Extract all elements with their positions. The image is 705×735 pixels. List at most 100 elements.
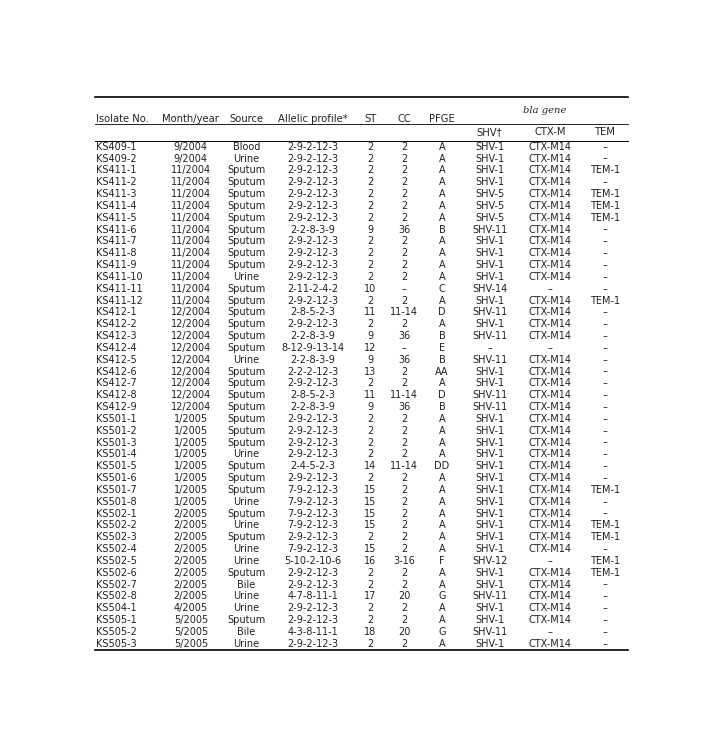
Text: CTX-M14: CTX-M14 xyxy=(528,592,571,601)
Text: A: A xyxy=(439,319,446,329)
Text: KS505-1: KS505-1 xyxy=(97,615,137,625)
Text: DD: DD xyxy=(434,462,450,471)
Text: –: – xyxy=(603,284,608,294)
Text: CTX-M14: CTX-M14 xyxy=(528,295,571,306)
Text: 1/2005: 1/2005 xyxy=(173,473,208,483)
Text: D: D xyxy=(438,390,446,401)
Text: 2: 2 xyxy=(367,248,374,258)
Text: –: – xyxy=(603,225,608,234)
Text: KS411-2: KS411-2 xyxy=(97,177,137,187)
Text: 5/2005: 5/2005 xyxy=(173,615,208,625)
Text: SHV-1: SHV-1 xyxy=(475,379,504,388)
Text: 2: 2 xyxy=(401,639,407,649)
Text: 12/2004: 12/2004 xyxy=(171,390,211,401)
Text: 15: 15 xyxy=(364,509,376,519)
Text: SHV-1: SHV-1 xyxy=(475,449,504,459)
Text: 2-9-2-12-3: 2-9-2-12-3 xyxy=(288,473,338,483)
Text: KS502-3: KS502-3 xyxy=(97,532,137,542)
Text: CTX-M14: CTX-M14 xyxy=(528,367,571,376)
Text: 2: 2 xyxy=(401,319,407,329)
Text: A: A xyxy=(439,497,446,506)
Text: KS502-1: KS502-1 xyxy=(97,509,137,519)
Text: 2-9-2-12-3: 2-9-2-12-3 xyxy=(288,319,338,329)
Text: 2-9-2-12-3: 2-9-2-12-3 xyxy=(288,212,338,223)
Text: Sputum: Sputum xyxy=(227,509,265,519)
Text: KS412-4: KS412-4 xyxy=(97,343,137,353)
Text: SHV-11: SHV-11 xyxy=(472,390,507,401)
Text: 2/2005: 2/2005 xyxy=(173,532,208,542)
Text: 2: 2 xyxy=(401,189,407,199)
Text: CTX-M14: CTX-M14 xyxy=(528,307,571,318)
Text: SHV-5: SHV-5 xyxy=(475,212,504,223)
Text: SHV-1: SHV-1 xyxy=(475,579,504,589)
Text: SHV-1: SHV-1 xyxy=(475,485,504,495)
Text: CTX-M14: CTX-M14 xyxy=(528,615,571,625)
Text: CTX-M14: CTX-M14 xyxy=(528,225,571,234)
Text: 9/2004: 9/2004 xyxy=(174,142,208,151)
Text: TEM-1: TEM-1 xyxy=(590,189,620,199)
Text: –: – xyxy=(603,437,608,448)
Text: KS412-7: KS412-7 xyxy=(97,379,137,388)
Text: 2: 2 xyxy=(367,579,374,589)
Text: 4-7-8-11-1: 4-7-8-11-1 xyxy=(288,592,338,601)
Text: SHV-11: SHV-11 xyxy=(472,307,507,318)
Text: 2-8-5-2-3: 2-8-5-2-3 xyxy=(290,390,336,401)
Text: CTX-M14: CTX-M14 xyxy=(528,201,571,211)
Text: A: A xyxy=(439,189,446,199)
Text: A: A xyxy=(439,567,446,578)
Text: TEM-1: TEM-1 xyxy=(590,556,620,566)
Text: 2: 2 xyxy=(367,189,374,199)
Text: 2-9-2-12-3: 2-9-2-12-3 xyxy=(288,639,338,649)
Text: CTX-M14: CTX-M14 xyxy=(528,355,571,365)
Text: 2: 2 xyxy=(367,154,374,164)
Text: 2: 2 xyxy=(401,212,407,223)
Text: E: E xyxy=(439,343,445,353)
Text: SHV-1: SHV-1 xyxy=(475,437,504,448)
Text: SHV-1: SHV-1 xyxy=(475,426,504,436)
Text: 2-9-2-12-3: 2-9-2-12-3 xyxy=(288,579,338,589)
Text: KS501-5: KS501-5 xyxy=(97,462,137,471)
Text: 2-9-2-12-3: 2-9-2-12-3 xyxy=(288,295,338,306)
Text: SHV-1: SHV-1 xyxy=(475,532,504,542)
Text: CTX-M14: CTX-M14 xyxy=(528,165,571,176)
Text: 12/2004: 12/2004 xyxy=(171,307,211,318)
Text: 2: 2 xyxy=(401,367,407,376)
Text: 12/2004: 12/2004 xyxy=(171,355,211,365)
Text: SHV-12: SHV-12 xyxy=(472,556,508,566)
Text: A: A xyxy=(439,615,446,625)
Text: –: – xyxy=(603,473,608,483)
Text: 8-12-9-13-14: 8-12-9-13-14 xyxy=(281,343,345,353)
Text: SHV-1: SHV-1 xyxy=(475,272,504,282)
Text: Urine: Urine xyxy=(233,497,259,506)
Text: –: – xyxy=(603,343,608,353)
Text: 2: 2 xyxy=(401,437,407,448)
Text: A: A xyxy=(439,272,446,282)
Text: 2: 2 xyxy=(401,532,407,542)
Text: –: – xyxy=(603,142,608,151)
Text: KS504-1: KS504-1 xyxy=(97,603,137,613)
Text: 1/2005: 1/2005 xyxy=(173,485,208,495)
Text: CC: CC xyxy=(398,114,411,123)
Text: KS501-1: KS501-1 xyxy=(97,414,137,424)
Text: SHV-14: SHV-14 xyxy=(472,284,507,294)
Text: Sputum: Sputum xyxy=(227,390,265,401)
Text: A: A xyxy=(439,212,446,223)
Text: 2-9-2-12-3: 2-9-2-12-3 xyxy=(288,272,338,282)
Text: KS501-8: KS501-8 xyxy=(97,497,137,506)
Text: SHV-1: SHV-1 xyxy=(475,497,504,506)
Text: SHV-1: SHV-1 xyxy=(475,414,504,424)
Text: KS502-4: KS502-4 xyxy=(97,544,137,554)
Text: CTX-M14: CTX-M14 xyxy=(528,177,571,187)
Text: KS501-7: KS501-7 xyxy=(97,485,137,495)
Text: Sputum: Sputum xyxy=(227,426,265,436)
Text: 2-9-2-12-3: 2-9-2-12-3 xyxy=(288,201,338,211)
Text: 1/2005: 1/2005 xyxy=(173,426,208,436)
Text: Urine: Urine xyxy=(233,556,259,566)
Text: A: A xyxy=(439,532,446,542)
Text: 2: 2 xyxy=(401,449,407,459)
Text: KS411-3: KS411-3 xyxy=(97,189,137,199)
Text: 2/2005: 2/2005 xyxy=(173,579,208,589)
Text: 2: 2 xyxy=(401,414,407,424)
Text: Sputum: Sputum xyxy=(227,165,265,176)
Text: TEM-1: TEM-1 xyxy=(590,520,620,531)
